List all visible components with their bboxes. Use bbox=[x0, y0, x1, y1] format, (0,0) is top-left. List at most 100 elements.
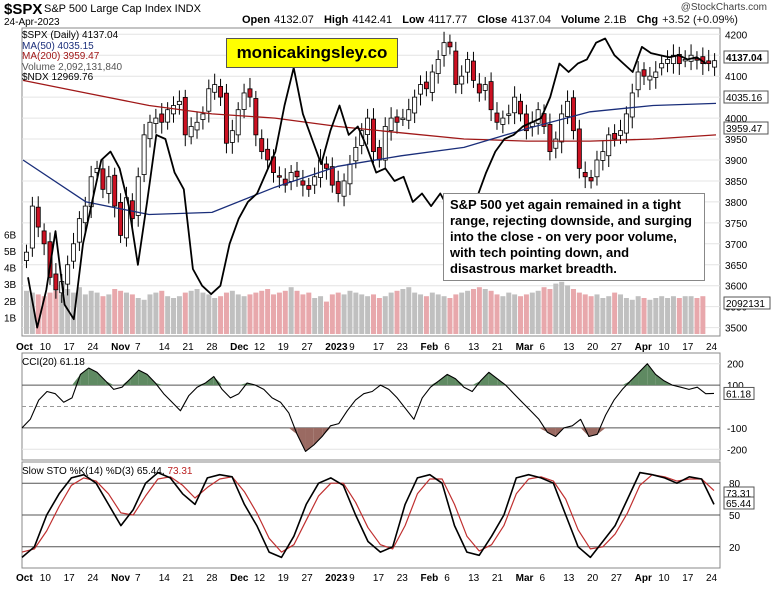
candle-body bbox=[71, 243, 76, 262]
cci-pos-fill bbox=[630, 372, 639, 386]
candle-body bbox=[535, 109, 541, 124]
candle-body bbox=[53, 273, 59, 291]
volume-bar bbox=[323, 301, 329, 334]
price-tick-3800: 3800 bbox=[725, 198, 748, 209]
volume-bar bbox=[518, 296, 524, 334]
chg-label: Chg bbox=[636, 14, 659, 26]
candle-body bbox=[118, 202, 124, 236]
sto-title: Slow STO %K(14) %D(3) 65.44, 73.31 bbox=[22, 466, 192, 477]
sto-k-badge: 73.31 bbox=[726, 489, 751, 500]
volume-tick-4B: 4B bbox=[4, 264, 17, 275]
candle-body bbox=[106, 176, 112, 194]
ndx-line bbox=[27, 37, 707, 329]
volume-bar bbox=[453, 294, 459, 334]
candle-body bbox=[612, 133, 618, 140]
candle-body bbox=[447, 41, 453, 48]
candle-body bbox=[141, 134, 147, 175]
volume-bar bbox=[382, 296, 388, 334]
candle-body bbox=[76, 218, 82, 243]
sto-xlabel-29: 24 bbox=[706, 573, 718, 584]
ma200-badge: 3959.47 bbox=[726, 124, 763, 135]
price-xlabel-27: 10 bbox=[658, 342, 670, 353]
sto-xlabel-11: 19 bbox=[278, 573, 290, 584]
sto-xlabel-18: 6 bbox=[444, 573, 450, 584]
candle-body bbox=[176, 100, 182, 106]
price-xlabel-15: 17 bbox=[373, 342, 385, 353]
sto-xlabel-20: 21 bbox=[492, 573, 504, 584]
volume-bar bbox=[235, 294, 241, 334]
volume-bar bbox=[641, 298, 647, 334]
candle-body bbox=[165, 109, 171, 123]
candle-body bbox=[188, 126, 194, 138]
volume-bar bbox=[306, 292, 312, 334]
candle-body bbox=[259, 138, 265, 153]
candle-body bbox=[523, 113, 529, 132]
ma200-line bbox=[22, 79, 717, 142]
volume-bar bbox=[171, 298, 177, 334]
sto-xlabel-0: Oct bbox=[16, 573, 33, 584]
brand-label: @StockCharts.com bbox=[680, 2, 767, 13]
candle-body bbox=[547, 124, 553, 153]
volume-bar bbox=[129, 294, 135, 334]
volume-bar bbox=[482, 289, 488, 334]
volume-bar bbox=[271, 294, 277, 334]
candle-body bbox=[223, 92, 229, 144]
volume-bar bbox=[588, 296, 594, 334]
volume-bar bbox=[623, 298, 629, 334]
ma50-badge-box bbox=[723, 90, 769, 104]
low-label: Low bbox=[402, 14, 425, 26]
cci-pos-fill bbox=[88, 367, 98, 386]
volume-bar bbox=[259, 290, 265, 334]
price-xlabel-3: 24 bbox=[87, 342, 99, 353]
price-tick-3900: 3900 bbox=[725, 156, 748, 167]
volume-bar bbox=[576, 292, 582, 334]
cci-pos-fill bbox=[105, 380, 114, 386]
cci-neg-fill bbox=[322, 427, 331, 437]
price-xlabel-18: 6 bbox=[444, 342, 450, 353]
price-tick-3500: 3500 bbox=[725, 324, 748, 335]
cci-neg-fill bbox=[297, 427, 306, 452]
candle-body bbox=[229, 130, 235, 143]
candle-body bbox=[365, 117, 371, 135]
cci-pos-fill bbox=[130, 370, 139, 386]
volume-bar bbox=[329, 294, 335, 334]
price-xlabel-23: 13 bbox=[563, 342, 575, 353]
open-value: 4132.07 bbox=[274, 14, 314, 26]
candle-body bbox=[159, 113, 165, 123]
candle-body bbox=[35, 206, 41, 228]
candle-body bbox=[29, 205, 35, 249]
volume-bar bbox=[300, 294, 306, 334]
cci-tick--200: -200 bbox=[727, 445, 747, 456]
price-xlabel-14: 9 bbox=[349, 342, 355, 353]
cci-tick-100: 100 bbox=[727, 381, 744, 392]
candle-body bbox=[635, 71, 641, 91]
candle-body bbox=[482, 84, 488, 91]
candle-body bbox=[429, 71, 435, 93]
volume-bar bbox=[82, 294, 88, 334]
price-xlabel-7: 21 bbox=[183, 342, 195, 353]
candle-body bbox=[470, 60, 476, 81]
volume-bar bbox=[176, 296, 182, 334]
price-xlabel-16: 23 bbox=[397, 342, 409, 353]
candle-body bbox=[488, 81, 494, 111]
volume-bar bbox=[153, 292, 159, 334]
candle-body bbox=[665, 59, 670, 64]
sto-xlabel-12: 27 bbox=[302, 573, 314, 584]
sto-xlabel-13: 2023 bbox=[325, 573, 348, 584]
candle-body bbox=[312, 176, 318, 186]
sto-xlabel-2: 17 bbox=[64, 573, 76, 584]
volume-bar bbox=[441, 296, 447, 334]
candle-body bbox=[453, 50, 459, 85]
volume-bar bbox=[159, 290, 165, 334]
price-xlabel-29: 24 bbox=[706, 342, 718, 353]
candle-body bbox=[129, 200, 135, 220]
cci-neg-fill bbox=[580, 427, 589, 437]
price-legend: $SPX (Daily) 4137.04 MA(50) 4035.15 MA(2… bbox=[22, 30, 122, 84]
candle-body bbox=[82, 205, 88, 224]
volume-bar bbox=[41, 296, 47, 334]
candle-body bbox=[153, 117, 159, 124]
candle-body bbox=[265, 148, 271, 161]
volume-bar bbox=[247, 294, 253, 334]
candle-body bbox=[388, 117, 394, 132]
sto-xlabel-7: 21 bbox=[183, 573, 195, 584]
